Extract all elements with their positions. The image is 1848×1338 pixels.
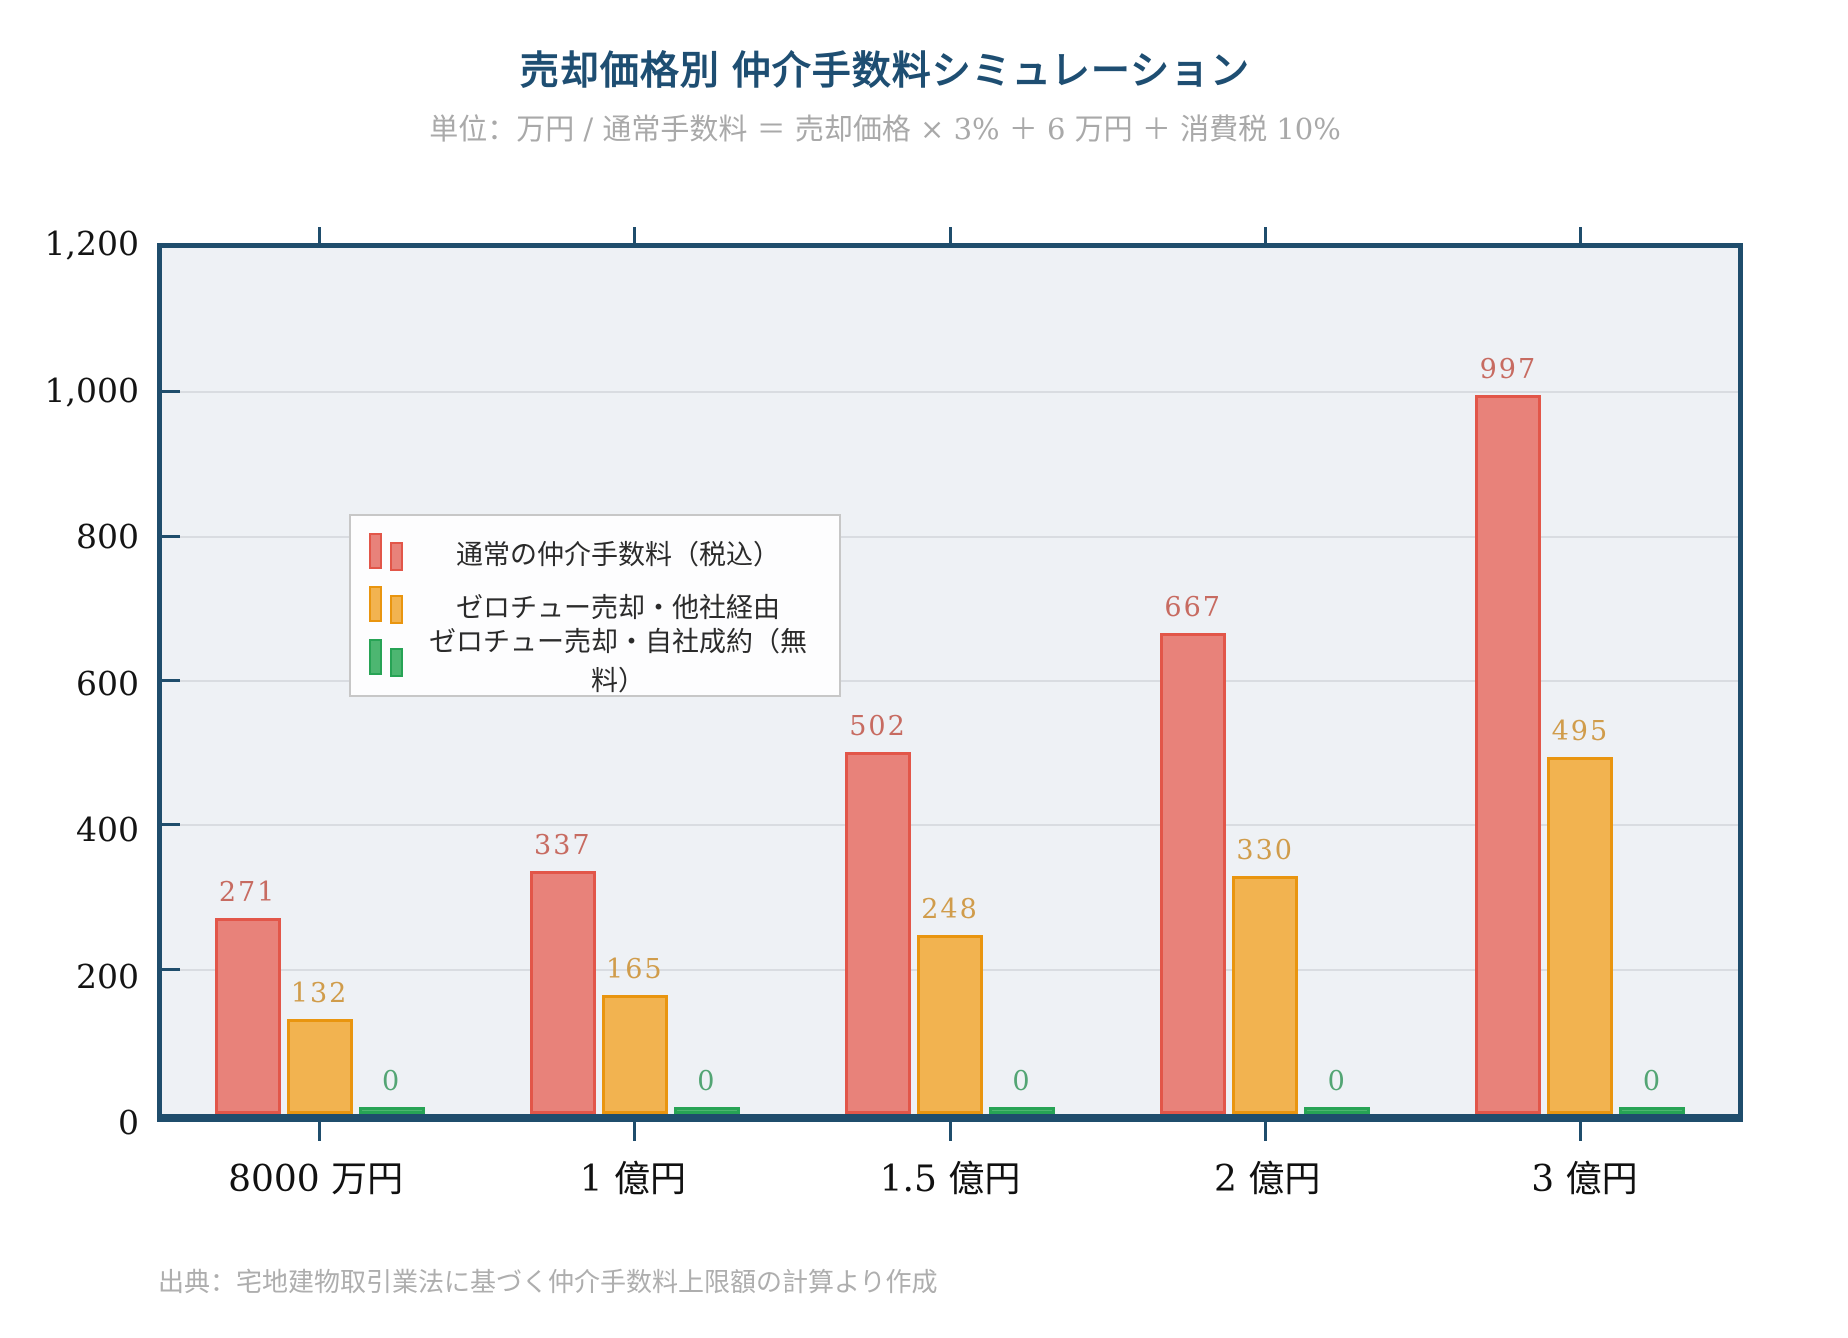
bar: 495 <box>1547 716 1614 1114</box>
bar-value-label: 0 <box>697 1066 717 1098</box>
y-tick-mark <box>162 390 180 394</box>
y-tick-label: 200 <box>76 956 139 996</box>
bar-value-label: 667 <box>1164 591 1222 623</box>
legend-label: ゼロチュー売却・自社成約（無料） <box>429 626 807 696</box>
bar-group: 271 132 0 <box>162 248 477 1114</box>
bar: 0 <box>1304 1066 1371 1114</box>
bar: 0 <box>358 1066 425 1114</box>
bar: 667 <box>1160 592 1227 1114</box>
bar-value-label: 248 <box>921 894 979 926</box>
x-tick-mark <box>318 227 322 243</box>
x-tick-label: 8000 万円 <box>228 1159 404 1200</box>
legend-label: 通常の仲介手数料（税込） <box>456 540 780 570</box>
bar: 0 <box>1619 1066 1686 1114</box>
y-tick-mark <box>162 534 180 538</box>
x-tick-label: 3 億円 <box>1531 1159 1638 1200</box>
x-axis-ticks-bottom <box>162 1122 1738 1141</box>
gridline <box>162 824 1738 827</box>
bar-value-label: 997 <box>1479 353 1538 385</box>
bar-value-label: 0 <box>1327 1066 1347 1098</box>
bar-value-label: 337 <box>534 829 592 861</box>
legend-swatch-icon <box>369 531 409 575</box>
legend-item: ゼロチュー売却・他社経由 <box>363 579 827 632</box>
bar-group: 667 330 0 <box>1108 248 1423 1114</box>
x-tick-label: 2 億円 <box>1214 1159 1321 1200</box>
legend-item: ゼロチュー売却・自社成約（無料） <box>363 627 827 696</box>
chart-title: 売却価格別 仲介手数料シミュレーション <box>519 50 1251 93</box>
bar: 0 <box>673 1066 740 1114</box>
source-note: 出典：宅地建物取引業法に基づく仲介手数料上限額の計算より作成 <box>158 1267 938 1297</box>
bar: 0 <box>989 1066 1055 1114</box>
bar-value-label: 0 <box>382 1066 402 1098</box>
bar-value-label: 165 <box>606 953 664 985</box>
bar: 337 <box>529 830 596 1114</box>
x-tick-mark <box>948 1122 952 1141</box>
bar-value-label: 271 <box>218 877 277 909</box>
x-tick-mark <box>948 227 952 243</box>
legend: 通常の仲介手数料（税込） ゼロチュー売却・他社経由 ゼロチュー売却・自社成約（無料） <box>349 514 841 697</box>
bar: 248 <box>917 894 983 1114</box>
y-tick-label: 1,000 <box>44 370 139 410</box>
bar-group: 997 495 0 <box>1423 248 1738 1114</box>
gridline <box>162 535 1738 538</box>
x-axis-ticks-top <box>162 227 1738 243</box>
y-tick-label: 0 <box>118 1103 139 1142</box>
x-axis-labels: 8000 万円 1 億円 1.5 億円 2 億円 3 億円 <box>157 1150 1743 1202</box>
y-tick-label: 600 <box>76 663 139 703</box>
x-tick-mark <box>633 1122 637 1141</box>
x-tick-mark <box>1578 1122 1582 1141</box>
x-tick-mark <box>1578 227 1582 243</box>
legend-swatch-icon <box>369 584 409 628</box>
bar-value-label: 502 <box>849 710 907 742</box>
bar-value-label: 330 <box>1236 834 1294 866</box>
x-tick-label: 1.5 億円 <box>879 1159 1021 1200</box>
bar-group: 502 248 0 <box>792 248 1107 1114</box>
y-axis-labels: 0 200 400 600 800 1,000 1,200 <box>0 224 145 1142</box>
y-tick-mark <box>162 967 180 971</box>
bar-value-label: 132 <box>290 977 349 1009</box>
y-tick-mark <box>162 823 180 827</box>
x-tick-label: 1 億円 <box>579 1159 686 1200</box>
x-tick-mark <box>1263 227 1267 243</box>
bar-value-label: 495 <box>1551 715 1610 747</box>
y-tick-mark <box>162 679 180 682</box>
gridline <box>162 680 1738 682</box>
bar-group: 337 165 0 <box>477 248 792 1114</box>
bar-value-label: 0 <box>1642 1066 1662 1098</box>
legend-item: 通常の仲介手数料（税込） <box>363 526 827 579</box>
bar-groups: 271 132 0 337 165 0 502 248 0 667 330 0 997 495 0 <box>162 248 1738 1114</box>
x-tick-mark <box>633 227 637 243</box>
y-tick-label: 800 <box>76 517 139 557</box>
bar: 330 <box>1232 835 1299 1114</box>
x-tick-mark <box>318 1122 322 1141</box>
y-tick-label: 400 <box>76 810 139 850</box>
chart-subtitle: 単位：万円 / 通常手数料 ＝ 売却価格 × 3% ＋ 6 万円 ＋ 消費税 1… <box>429 112 1341 146</box>
x-tick-mark <box>1263 1122 1267 1141</box>
legend-label: ゼロチュー売却・他社経由 <box>456 593 780 623</box>
bar: 502 <box>845 711 911 1114</box>
bar: 271 <box>214 877 281 1114</box>
bar: 165 <box>601 954 668 1114</box>
y-tick-label: 1,200 <box>44 224 139 263</box>
bar: 997 <box>1475 354 1542 1114</box>
bar-value-label: 0 <box>1012 1066 1032 1098</box>
bar: 132 <box>286 978 353 1114</box>
plot-area: 271 132 0 337 165 0 502 248 0 667 330 0 997 495 0 通常の仲… <box>157 227 1743 1141</box>
gridline <box>162 391 1738 394</box>
legend-swatch-icon <box>369 637 409 681</box>
